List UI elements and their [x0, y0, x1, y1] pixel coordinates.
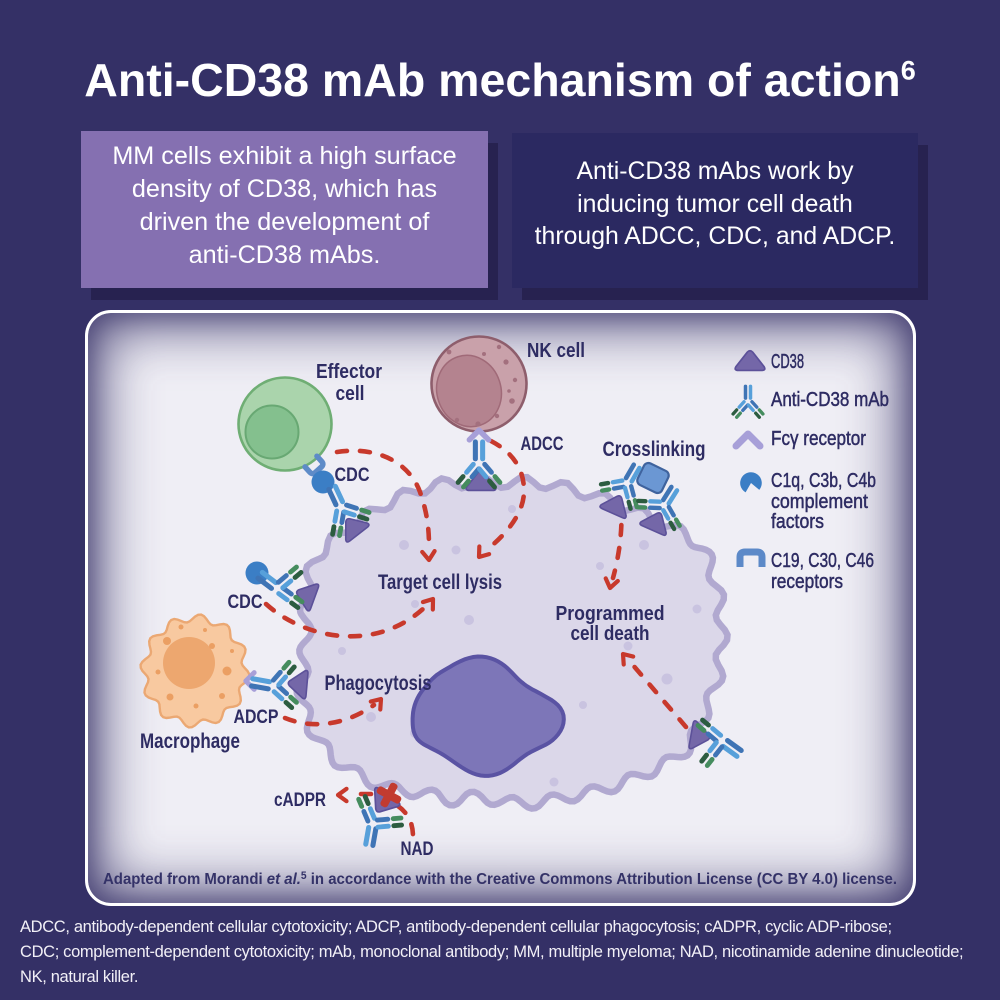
svg-text:Programmed: Programmed: [556, 603, 665, 625]
svg-text:Target cell lysis: Target cell lysis: [378, 571, 502, 594]
svg-text:NK cell: NK cell: [527, 340, 585, 362]
svg-text:ADCC: ADCC: [521, 434, 564, 455]
svg-text:Effector: Effector: [316, 361, 382, 383]
svg-text:ADCP: ADCP: [234, 707, 279, 728]
svg-text:cell: cell: [336, 383, 365, 405]
svg-text:Adapted from Morandi et al.5 i: Adapted from Morandi et al.5 in accordan…: [103, 870, 897, 888]
svg-text:CDC: CDC: [335, 465, 370, 486]
svg-text:Anti-CD38 mAb: Anti-CD38 mAb: [771, 389, 889, 411]
svg-text:Crosslinking: Crosslinking: [603, 438, 706, 461]
svg-text:complement: complement: [771, 491, 868, 513]
svg-text:C19, C30, C46: C19, C30, C46: [771, 550, 874, 572]
svg-text:Fcγ receptor: Fcγ receptor: [771, 428, 866, 450]
svg-text:cADPR: cADPR: [274, 790, 326, 811]
svg-text:CDC: CDC: [228, 592, 263, 613]
svg-text:NAD: NAD: [401, 839, 434, 860]
svg-text:receptors: receptors: [771, 571, 843, 593]
svg-text:cell death: cell death: [571, 623, 650, 645]
svg-text:C1q, C3b, C4b: C1q, C3b, C4b: [771, 470, 876, 492]
svg-text:Phagocytosis: Phagocytosis: [325, 672, 432, 695]
svg-text:Macrophage: Macrophage: [140, 730, 240, 753]
svg-text:CD38: CD38: [771, 351, 804, 373]
svg-text:factors: factors: [771, 511, 824, 533]
